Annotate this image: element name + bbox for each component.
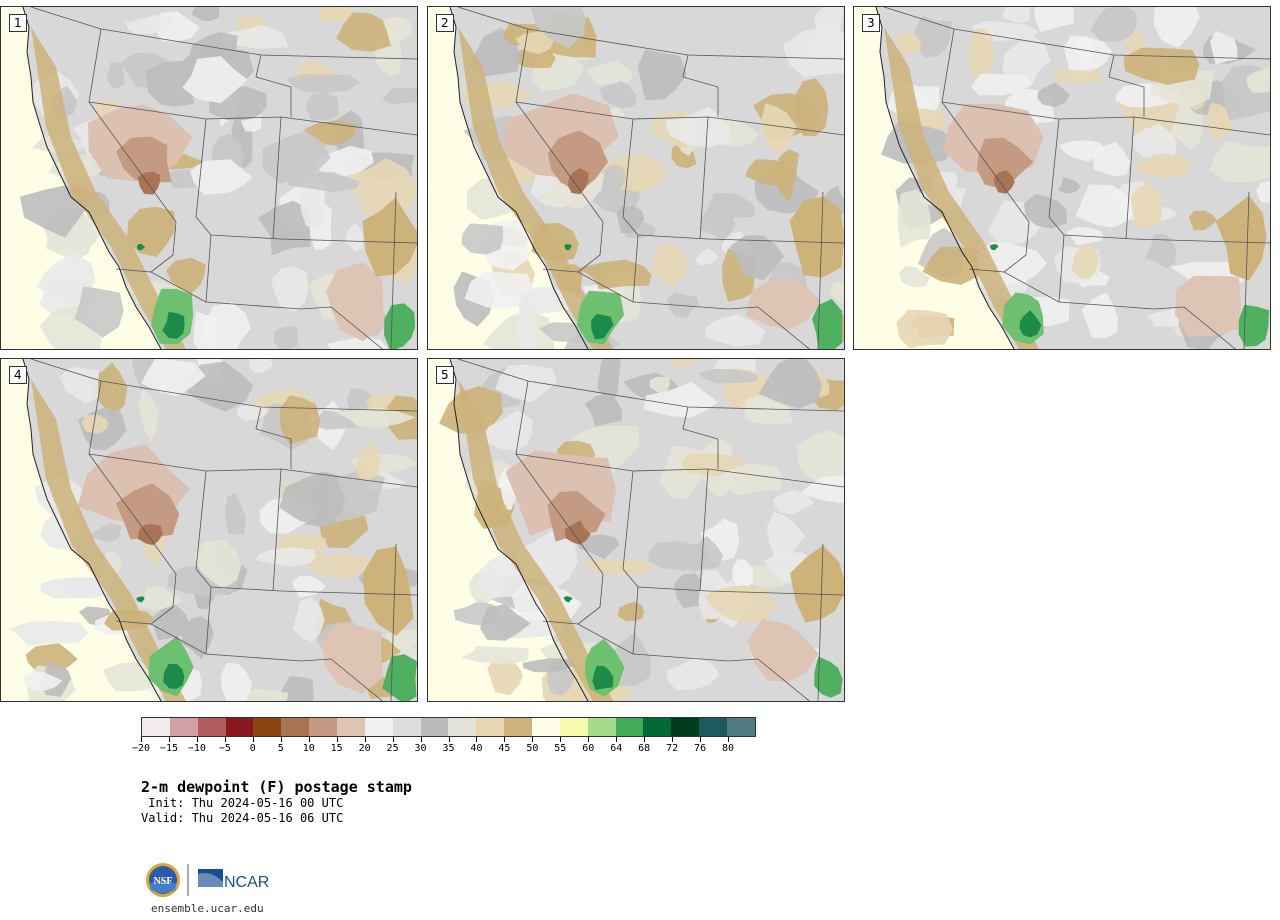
colorbar-tick-label: 68 — [638, 743, 651, 754]
colorbar-tick-label: −10 — [187, 743, 206, 754]
stamp-panel-4: 4 — [0, 358, 418, 702]
colorbar-tick — [420, 737, 422, 742]
dewpoint-map-4 — [1, 359, 417, 701]
nsf-logo-text: NSF — [154, 876, 173, 887]
stamp-number-5: 5 — [436, 366, 454, 384]
colorbar-tick — [588, 737, 590, 742]
colorbar-bin — [281, 718, 310, 736]
stamp-panel-5: 5 — [427, 358, 845, 702]
colorbar-tick — [196, 737, 198, 742]
colorbar-tick — [532, 737, 534, 742]
ncar-logo-icon: NCAR — [198, 869, 269, 891]
colorbar-tick-label: 45 — [498, 743, 511, 754]
colorbar-tick — [700, 737, 702, 742]
stamp-panel-2: 2 — [427, 6, 845, 350]
colorbar-bin — [253, 718, 282, 736]
colorbar-bin — [448, 718, 477, 736]
colorbar-tick-label: 10 — [302, 743, 315, 754]
colorbar-tick-label: 5 — [277, 743, 284, 754]
colorbar-tick-label: 30 — [414, 743, 427, 754]
colorbar-bin — [699, 718, 728, 736]
colorbar-tick-label: 20 — [358, 743, 371, 754]
dewpoint-map-1 — [1, 7, 417, 349]
plot-title: 2-m dewpoint (F) postage stamp — [141, 778, 412, 796]
colorbar-tick-label: 15 — [330, 743, 343, 754]
ncar-logo-text: NCAR — [224, 874, 269, 891]
colorbar-tick — [336, 737, 338, 742]
colorbar-tick — [224, 737, 226, 742]
colorbar-tick-label: 80 — [722, 743, 735, 754]
colorbar-tick-label: 60 — [582, 743, 595, 754]
colorbar-tick — [476, 737, 478, 742]
stamp-number-1: 1 — [9, 14, 27, 32]
stamp-panel-3: 3 — [853, 6, 1271, 350]
footer-url: ensemble.ucar.edu — [151, 902, 264, 915]
colorbar-tick-label: 50 — [526, 743, 539, 754]
colorbar-bin — [420, 718, 449, 736]
dewpoint-map-3 — [854, 7, 1270, 349]
colorbar-tick-label: 35 — [442, 743, 455, 754]
colorbar-tick — [616, 737, 618, 742]
colorbar-bin — [337, 718, 365, 736]
colorbar-bin — [504, 718, 533, 736]
valid-time: Valid: Thu 2024-05-16 06 UTC — [141, 811, 344, 825]
stamp-panel-1: 1 — [0, 6, 418, 350]
colorbar-tick — [672, 737, 674, 742]
colorbar-tick — [448, 737, 450, 742]
colorbar-tick-label: 25 — [386, 743, 399, 754]
colorbar-bin — [142, 718, 170, 736]
colorbar-bin — [615, 718, 644, 736]
init-time: Init: Thu 2024-05-16 00 UTC — [141, 796, 344, 810]
colorbar-bin — [309, 718, 338, 736]
colorbar-tick-label: 0 — [249, 743, 256, 754]
colorbar-ticks: −20 −15 −10 −5 0 5 10 15 20 25 30 35 40 45 50 55 60 64 68 7… — [132, 737, 756, 767]
colorbar-tick — [280, 737, 282, 742]
colorbar-bin — [727, 718, 755, 736]
colorbar-tick — [141, 737, 142, 742]
colorbar-bin — [225, 718, 254, 736]
colorbar-tick-label: 76 — [694, 743, 707, 754]
colorbar-tick — [252, 737, 254, 742]
colorbar-tick — [728, 737, 730, 742]
colorbar-tick — [364, 737, 366, 742]
dewpoint-map-2 — [428, 7, 844, 349]
colorbar-bin — [197, 718, 226, 736]
colorbar-bin — [392, 718, 421, 736]
colorbar-tick — [168, 737, 170, 742]
colorbar-bin — [587, 718, 616, 736]
colorbar-tick-label: −5 — [218, 743, 231, 754]
colorbar-bin — [169, 718, 198, 736]
colorbar-tick-label: 64 — [610, 743, 623, 754]
colorbar-tick — [560, 737, 562, 742]
nsf-logo-icon: NSF — [146, 863, 180, 897]
colorbar-bin — [671, 718, 700, 736]
colorbar-tick — [504, 737, 506, 742]
stamp-number-3: 3 — [862, 14, 880, 32]
colorbar-tick-label: 72 — [666, 743, 679, 754]
colorbar-tick-label: 55 — [554, 743, 567, 754]
colorbar-tick — [308, 737, 310, 742]
colorbar-bin — [364, 718, 393, 736]
colorbar-tick — [392, 737, 394, 742]
dewpoint-colorbar — [141, 717, 756, 737]
colorbar-tick-label: 40 — [470, 743, 483, 754]
colorbar-tick-label: −20 — [131, 743, 151, 754]
colorbar-bin — [559, 718, 588, 736]
colorbar-bin — [643, 718, 672, 736]
nsf-ncar-logos: NSF NCAR — [146, 863, 269, 897]
colorbar-bin — [532, 718, 560, 736]
stamp-number-2: 2 — [436, 14, 454, 32]
colorbar-tick — [644, 737, 646, 742]
colorbar-bin — [476, 718, 505, 736]
stamp-number-4: 4 — [9, 366, 27, 384]
colorbar-tick-label: −15 — [159, 743, 178, 754]
dewpoint-map-5 — [428, 359, 844, 701]
